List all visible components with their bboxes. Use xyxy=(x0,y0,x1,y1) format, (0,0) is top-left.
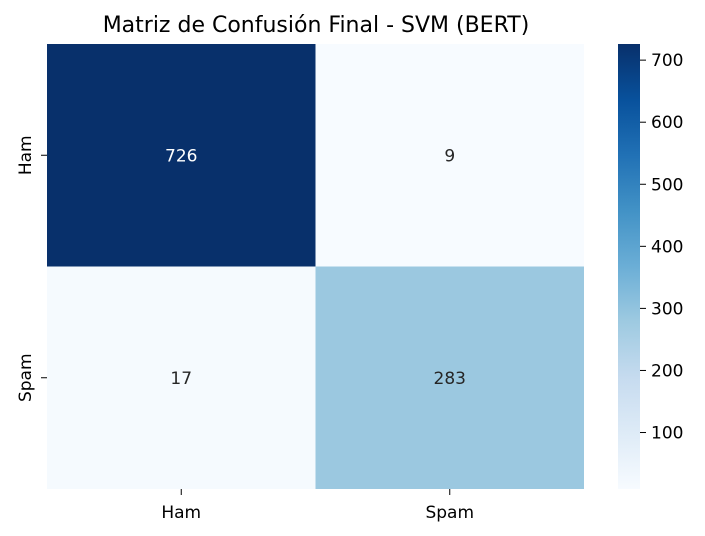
colorbar-tick-label: 300 xyxy=(651,299,683,319)
colorbar-tick-label: 100 xyxy=(651,424,683,444)
heatmap-cells: 726 9 17 283 xyxy=(47,44,584,489)
colorbar-tick-label: 700 xyxy=(651,51,683,71)
colorbar-tick-label: 200 xyxy=(651,361,683,381)
cell-value-label: 9 xyxy=(444,146,455,166)
y-tick-label: Spam xyxy=(16,353,36,402)
heatmap-cell xyxy=(47,44,316,267)
heatmap-cell xyxy=(315,44,584,267)
colorbar-gradient xyxy=(618,44,640,489)
colorbar: 100 200 300 400 500 600 700 xyxy=(618,44,683,489)
y-axis: Ham Spam xyxy=(16,135,47,402)
x-tick-label: Ham xyxy=(161,503,201,523)
colorbar-tick-label: 500 xyxy=(651,175,683,195)
x-axis: Ham Spam xyxy=(161,489,474,523)
heatmap-cell xyxy=(47,266,316,489)
cell-value-label: 17 xyxy=(170,369,192,389)
x-tick-label: Spam xyxy=(425,503,474,523)
heatmap-cell xyxy=(315,266,584,489)
cell-value-label: 726 xyxy=(165,146,197,166)
cell-value-label: 283 xyxy=(434,369,466,389)
colorbar-tick-label: 600 xyxy=(651,113,683,133)
y-tick-label: Ham xyxy=(16,135,36,175)
chart-title: Matriz de Confusión Final - SVM (BERT) xyxy=(103,13,530,38)
colorbar-tick-label: 400 xyxy=(651,237,683,257)
